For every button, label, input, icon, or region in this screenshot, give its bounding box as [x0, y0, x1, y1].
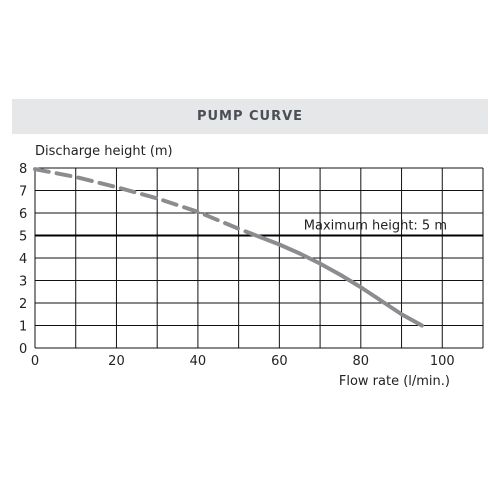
- chart-title: PUMP CURVE: [196, 109, 304, 124]
- x-tick-label: 0: [31, 354, 39, 369]
- pump-curve-solid: [257, 234, 424, 328]
- y-tick-label: 3: [19, 275, 27, 290]
- y-tick-label: 2: [19, 297, 27, 312]
- max-height-label: Maximum height: 5 m: [304, 219, 447, 234]
- x-tick-label: 60: [271, 354, 288, 369]
- y-tick-label: 6: [19, 207, 27, 222]
- x-tick-label: 80: [353, 354, 370, 369]
- pump-curve-dashed: [33, 167, 261, 239]
- chart-header-band: PUMP CURVE: [12, 99, 488, 134]
- y-tick-label: 5: [19, 230, 27, 245]
- x-tick-label: 100: [430, 354, 455, 369]
- y-tick-label: 0: [19, 342, 27, 357]
- y-tick-label: 1: [19, 320, 27, 335]
- x-tick-label: 40: [190, 354, 207, 369]
- x-axis-label: Flow rate (l/min.): [338, 374, 450, 389]
- y-tick-label: 8: [19, 162, 27, 177]
- y-axis-label: Discharge height (m): [35, 144, 173, 159]
- x-tick-label: 20: [108, 354, 125, 369]
- y-tick-label: 7: [19, 185, 27, 200]
- y-tick-label: 4: [19, 252, 27, 267]
